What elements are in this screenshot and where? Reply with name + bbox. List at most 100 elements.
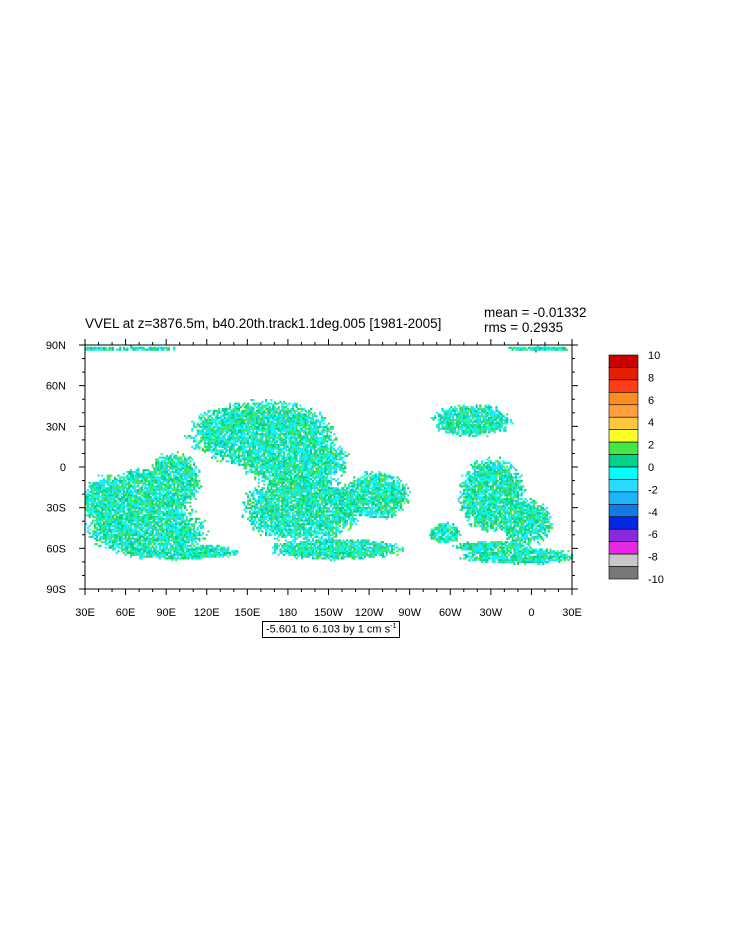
field-cell: [164, 546, 167, 549]
field-cell: [137, 548, 140, 551]
field-cell: [86, 492, 89, 495]
field-cell: [216, 546, 219, 549]
rms-stat: rms = 0.2935: [484, 320, 564, 335]
field-cell: [203, 431, 206, 434]
field-cell: [227, 454, 230, 457]
field-cell: [153, 548, 156, 551]
field-cell: [272, 404, 275, 407]
field-cell: [182, 463, 185, 466]
field-cell: [293, 453, 296, 456]
field-cell: [252, 399, 255, 402]
field-cell: [171, 512, 174, 515]
field-cell: [202, 427, 205, 430]
field-cell: [259, 447, 262, 450]
field-cell: [162, 499, 165, 502]
field-cell: [254, 505, 257, 508]
field-cell: [131, 535, 134, 538]
field-cell: [218, 548, 221, 551]
field-cell: [135, 346, 138, 349]
field-cell: [286, 476, 289, 479]
field-cell: [275, 422, 278, 425]
field-cell: [160, 555, 163, 558]
field-cell: [124, 517, 127, 520]
field-cell: [283, 462, 286, 465]
field-cell: [133, 550, 136, 553]
field-cell: [218, 408, 221, 411]
field-cell: [124, 516, 127, 519]
field-cell: [259, 458, 262, 461]
field-cell: [99, 489, 102, 492]
field-cell: [279, 440, 282, 443]
field-cell: [146, 516, 149, 519]
field-cell: [191, 485, 194, 488]
field-cell: [189, 435, 192, 438]
field-cell: [265, 526, 268, 529]
field-cell: [167, 505, 170, 508]
field-cell: [162, 523, 165, 526]
field-cell: [153, 469, 156, 472]
field-cell: [121, 481, 124, 484]
field-cell: [252, 429, 255, 432]
field-cell: [144, 498, 147, 501]
field-cell: [144, 499, 147, 502]
field-cell: [164, 507, 167, 510]
field-cell: [288, 418, 291, 421]
field-cell: [128, 480, 131, 483]
field-cell: [113, 548, 116, 551]
field-cell: [151, 471, 154, 474]
field-cell: [133, 498, 136, 501]
field-cell: [158, 512, 161, 515]
field-cell: [281, 402, 284, 405]
field-cell: [274, 462, 277, 465]
field-cell: [202, 550, 205, 553]
field-cell: [164, 555, 167, 558]
field-cell: [288, 465, 291, 468]
field-cell: [216, 460, 219, 463]
field-cell: [230, 433, 233, 436]
field-cell: [202, 532, 205, 535]
field-cell: [169, 458, 172, 461]
field-cell: [131, 546, 134, 549]
field-cell: [169, 535, 172, 538]
field-cell: [119, 537, 122, 540]
field-cell: [241, 516, 244, 519]
field-cell: [247, 499, 250, 502]
field-cell: [117, 534, 120, 537]
field-cell: [167, 532, 170, 535]
field-cell: [265, 499, 268, 502]
field-cell: [164, 552, 167, 555]
field-cell: [261, 433, 264, 436]
field-cell: [187, 490, 190, 493]
field-cell: [252, 420, 255, 423]
field-cell: [272, 467, 275, 470]
field-cell: [216, 413, 219, 416]
field-cell: [119, 526, 122, 529]
field-cell: [144, 474, 147, 477]
field-cell: [160, 539, 163, 542]
field-cell: [90, 512, 93, 515]
field-cell: [200, 431, 203, 434]
field-cell: [86, 526, 89, 529]
field-cell: [135, 521, 138, 524]
field-cell: [144, 544, 147, 547]
field-cell: [259, 521, 262, 524]
field-cell: [180, 476, 183, 479]
field-cell: [135, 514, 138, 517]
field-cell: [128, 539, 131, 542]
field-cell: [265, 429, 268, 432]
field-cell: [139, 512, 142, 515]
field-cell: [128, 535, 131, 538]
field-cell: [220, 424, 223, 427]
field-cell: [166, 492, 169, 495]
field-cell: [85, 494, 88, 497]
field-cell: [259, 402, 262, 405]
field-cell: [113, 481, 116, 484]
field-cell: [239, 431, 242, 434]
field-cell: [263, 427, 266, 430]
field-cell: [167, 552, 170, 555]
field-cell: [185, 483, 188, 486]
field-cell: [261, 438, 264, 441]
field-cell: [146, 492, 149, 495]
field-cell: [283, 453, 286, 456]
field-cell: [261, 442, 264, 445]
